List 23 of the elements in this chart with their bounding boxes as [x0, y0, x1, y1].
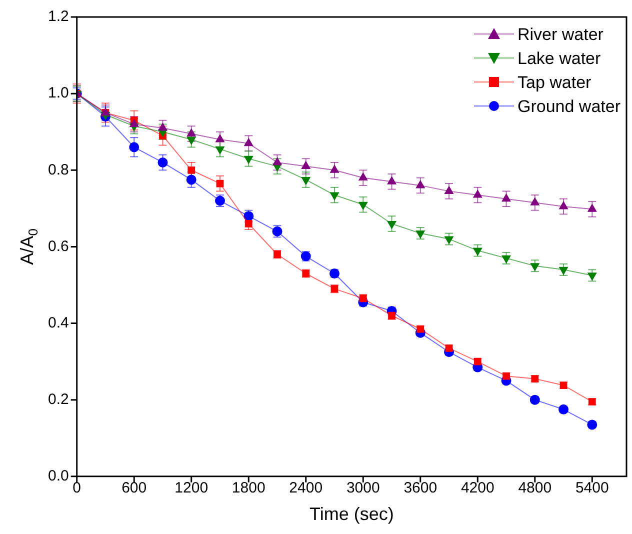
legend-label: Ground water — [518, 97, 620, 116]
x-tick-label: 4800 — [518, 480, 552, 497]
x-tick-label: 1800 — [232, 480, 266, 497]
y-tick-label: 0.8 — [48, 161, 69, 178]
x-tick-label: 3000 — [346, 480, 380, 497]
y-axis-title: A/A0 — [16, 228, 41, 265]
y-tick-label: 1.0 — [48, 84, 69, 102]
legend-label: Lake water — [518, 49, 601, 68]
y-tick-label: 0.0 — [48, 468, 69, 485]
x-tick-label: 4200 — [460, 480, 494, 497]
y-tick-label: 0.2 — [48, 390, 69, 408]
legend-label: River water — [518, 25, 604, 44]
x-tick-label: 2400 — [289, 480, 323, 497]
x-axis-title: Time (sec) — [310, 504, 394, 524]
y-tick-label: 1.2 — [48, 8, 69, 26]
y-tick-label: 0.4 — [48, 314, 69, 332]
x-tick-label: 0 — [72, 480, 82, 497]
y-tick-label: 0.6 — [48, 238, 69, 255]
x-tick-label: 5400 — [575, 480, 609, 497]
legend-label: Tap water — [518, 73, 592, 92]
x-tick-label: 1200 — [174, 480, 208, 497]
x-tick-label: 3600 — [404, 480, 438, 497]
x-tick-label: 600 — [122, 480, 147, 497]
